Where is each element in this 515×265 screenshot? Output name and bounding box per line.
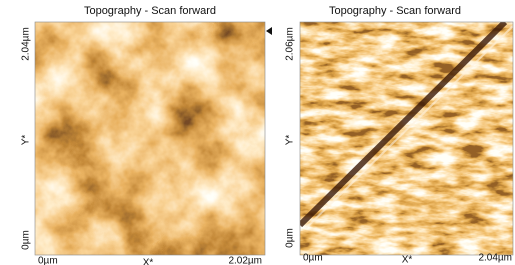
topography-image [35,22,265,255]
topography-image [300,22,513,255]
panel-title: Topography - Scan forward [329,5,461,17]
panel-title: Topography - Scan forward [84,5,216,17]
x-axis-label: X* [402,255,413,265]
x-axis-label: X* [143,258,154,265]
x-min-label: 0µm [303,253,323,264]
screenshot: Topography - Scan forward 2.04µm Y* 0µm … [0,0,515,265]
panel-marker [266,27,272,35]
y-min-label: 0µm [285,228,296,248]
y-max-label: 2.04µm [21,27,32,61]
x-max-label: 2.02µm [228,256,262,265]
y-min-label: 0µm [21,230,32,250]
y-max-label: 2.06µm [285,27,296,61]
x-max-label: 2.04µm [478,253,512,264]
y-axis-label: Y* [285,135,296,146]
y-axis-label: Y* [21,135,32,146]
x-min-label: 0µm [38,256,58,265]
